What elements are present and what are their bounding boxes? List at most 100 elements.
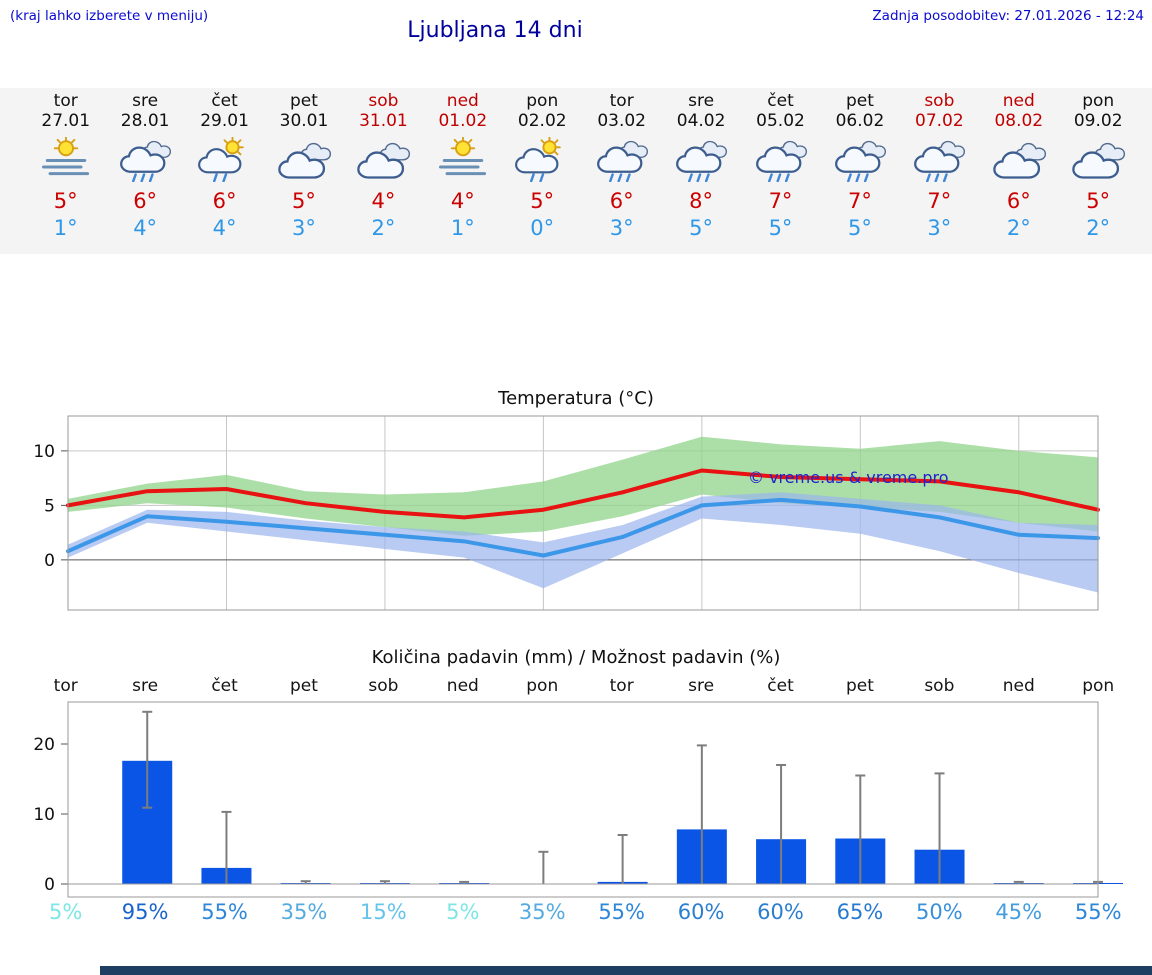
day-max-temp: 7° [768,189,793,213]
precip-probability: 15% [360,900,407,924]
day-name: čet [211,91,238,111]
day-min-temp: 1° [53,216,78,240]
temperature-chart: 0 5 10 [33,415,1100,611]
precip-day-label: pon [1082,676,1115,696]
weather-icon [989,137,1049,182]
day-date: 05.02 [756,111,805,131]
min-temperature-line [66,497,1100,558]
day-name: tor [53,91,78,111]
weather-icon [1068,137,1128,182]
footer-bar [100,966,1152,975]
axis-tick-label: 10 [33,805,55,825]
day-date: 30.01 [279,111,329,131]
precip-probability: 55% [598,900,645,924]
weather-icon [36,137,96,182]
day-min-temp: 3° [927,216,952,240]
day-min-temp: 5° [768,216,793,240]
day-date: 04.02 [676,111,726,131]
day-min-temp: 4° [133,216,158,240]
forecast-day[interactable]: tor 03.02 6° 3° [582,91,661,241]
day-name: čet [767,91,794,111]
weather-icon [195,137,255,182]
weather-icon [115,137,175,182]
day-name: sob [924,91,955,111]
precip-day-label: tor [53,676,78,696]
weather-icon [671,137,731,182]
day-max-temp: 6° [609,189,634,213]
weather-icon [592,137,652,182]
page-title: Ljubljana 14 dni [407,18,583,43]
axis-tick-label: 0 [44,551,55,571]
precip-day-label: ned [446,676,479,696]
day-date: 29.01 [200,111,249,131]
day-max-temp: 6° [212,189,237,213]
precipitation-chart: 0 10 20 [33,701,1123,898]
day-date: 07.02 [915,111,964,131]
day-min-temp: 4° [212,216,237,240]
precip-probability: 5% [49,900,83,924]
precip-day-labels-row: tor sre čet pet sob ned pon tor sre čet … [26,676,1138,696]
axis-tick-label: 10 [33,442,55,462]
precip-probability: 65% [836,900,884,924]
day-min-temp: 1° [450,216,475,240]
forecast-day[interactable]: pon 02.02 5° 0° [503,91,582,241]
day-date: 06.02 [835,111,885,131]
day-date: 02.02 [517,111,567,131]
precip-day-label: pon [526,676,559,696]
watermark-link[interactable]: © vreme.us & vreme.pro [748,468,949,487]
axis-tick-label: 20 [33,735,55,755]
forecast-day[interactable]: ned 01.02 4° 1° [423,91,502,241]
day-max-temp: 5° [530,189,555,213]
precip-probability: 35% [280,900,328,924]
forecast-strip: tor 27.01 5° 1° sre 28.01 6° 4° čet 29.0… [0,88,1152,254]
plot-border [67,701,1099,898]
precip-probability: 50% [916,900,963,924]
day-name: pet [290,91,318,111]
day-max-temp: 7° [847,189,872,213]
menu-hint: (kraj lahko izberete v meniju) [10,8,209,24]
precip-probability: 55% [201,900,248,924]
precip-day-label: pet [845,676,874,696]
forecast-day[interactable]: pon 09.02 5° 2° [1058,91,1137,241]
day-min-temp: 3° [609,216,634,240]
day-min-temp: 5° [689,216,714,240]
forecast-day[interactable]: sre 04.02 8° 5° [661,91,740,241]
forecast-day[interactable]: sob 07.02 7° 3° [900,91,979,241]
day-name: sre [688,91,715,111]
precip-day-label: sre [132,676,159,696]
forecast-day[interactable]: čet 29.01 6° 4° [185,91,264,241]
weather-icon [512,137,572,182]
plot-border [67,415,1099,611]
day-name: pon [526,91,559,111]
day-max-temp: 8° [689,189,714,213]
day-name: sre [132,91,159,111]
forecast-day[interactable]: pet 06.02 7° 5° [820,91,899,241]
day-name: ned [1002,91,1035,111]
day-name: sob [368,91,399,111]
day-min-temp: 2° [1006,216,1031,240]
forecast-day[interactable]: sob 31.01 4° 2° [344,91,423,241]
day-name: pon [1082,91,1115,111]
precip-probability: 45% [995,900,1043,924]
forecast-day[interactable]: pet 30.01 5° 3° [264,91,343,241]
precip-probability: 55% [1074,900,1122,924]
last-update: Zadnja posodobitev: 27.01.2026 - 12:24 [872,8,1144,24]
day-max-temp: 6° [1006,189,1031,213]
axis-tick-label: 5 [44,496,55,516]
weather-icon [909,137,969,182]
weather-icon [353,137,413,182]
precip-day-label: sob [924,676,955,696]
precip-day-label: čet [767,676,794,696]
forecast-day[interactable]: čet 05.02 7° 5° [741,91,820,241]
forecast-day[interactable]: sre 28.01 6° 4° [105,91,184,241]
precip-probability: 60% [677,900,725,924]
precip-day-label: tor [609,676,634,696]
forecast-day[interactable]: ned 08.02 6° 2° [979,91,1058,241]
day-name: ned [446,91,479,111]
precip-day-label: ned [1002,676,1035,696]
day-min-temp: 5° [847,216,872,240]
day-min-temp: 0° [530,216,555,240]
day-date: 31.01 [359,111,408,131]
forecast-day[interactable]: tor 27.01 5° 1° [26,91,105,241]
